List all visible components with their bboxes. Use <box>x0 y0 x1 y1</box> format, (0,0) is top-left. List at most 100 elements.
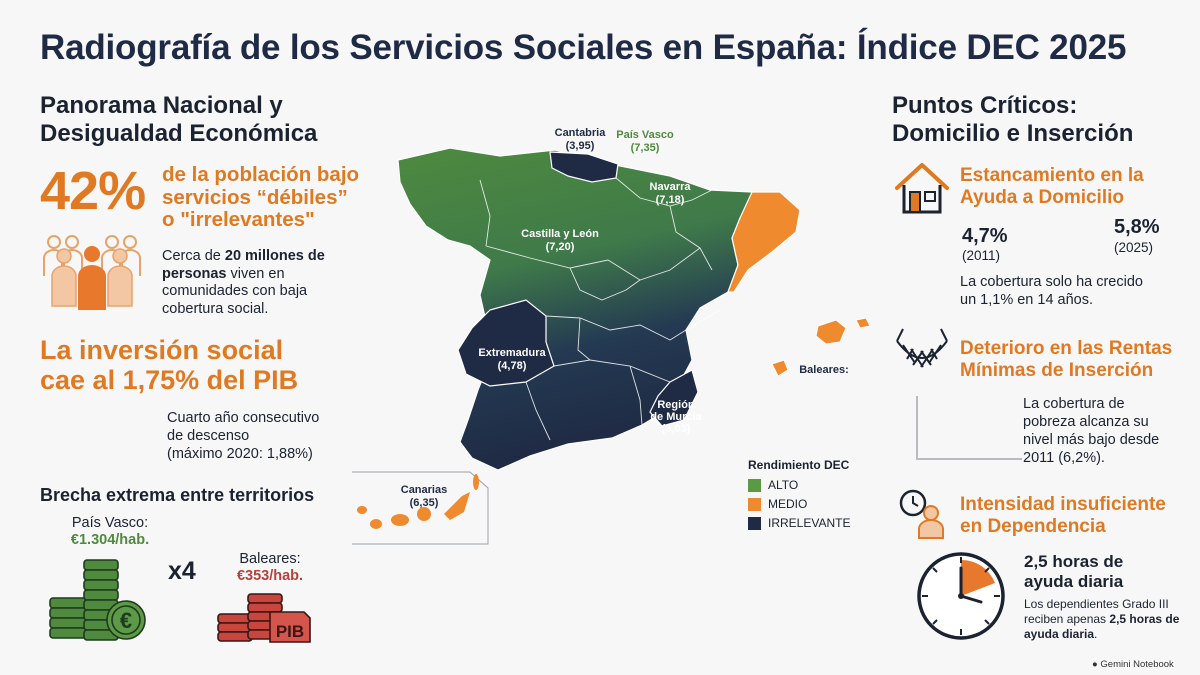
right-heading: Puntos Críticos: Domicilio e Inserción <box>892 92 1182 147</box>
legend-item-irrelevante: IRRELEVANTE <box>748 516 888 530</box>
legend-label-alto: ALTO <box>768 478 799 492</box>
hrs-line-1: 2,5 horas de <box>1024 552 1124 571</box>
bracket-decoration <box>916 396 1022 460</box>
map-legend: Rendimiento DEC ALTO MEDIO IRRELEVANTE <box>748 458 888 535</box>
dependientes-description: Los dependientes Grado III reciben apena… <box>1024 597 1199 642</box>
year-2025: (2025) <box>1114 240 1154 255</box>
label-cantabria-name: Cantabria <box>555 127 607 139</box>
people-text-post: viven en comunidades con baja cobertura … <box>162 265 308 318</box>
value-2025: 5,8% <box>1114 216 1160 238</box>
intensidad-heading: Intensidad insuficiente en Dependencia <box>960 494 1190 538</box>
red-coin-stack-icon: PIB <box>217 593 311 643</box>
inversion-line-1: La inversión social <box>40 335 284 365</box>
people-description: Cerca de 20 millones de personas viven e… <box>162 248 362 319</box>
left-heading: Panorama Nacional y Desigualdad Económic… <box>40 92 360 147</box>
label-canarias-name: Canarias <box>401 484 447 496</box>
stat-42-line-3: o "irrelevantes" <box>162 208 315 232</box>
pob-line-3: nivel más bajo desde <box>1023 432 1160 449</box>
det-line-1: Deterioro en las Rentas <box>960 338 1173 359</box>
det-line-2: Mínimas de Inserción <box>960 359 1154 381</box>
cob-line-2: un 1,1% en 14 años. <box>960 292 1094 309</box>
legend-title: Rendimiento DEC <box>748 458 850 472</box>
region-canarias <box>357 474 479 529</box>
legend-item-alto: ALTO <box>748 478 888 492</box>
deterioro-heading: Deterioro en las Rentas Mínimas de Inser… <box>960 338 1190 382</box>
label-castilla-leon-name: Castilla y León <box>521 228 599 240</box>
legend-swatch-irrelevante <box>748 516 761 530</box>
pobreza-description: La cobertura de pobreza alcanza su nivel… <box>1023 395 1193 468</box>
horas-headline: 2,5 horas de ayuda diaria <box>1024 552 1194 591</box>
label-murcia-value: (3,03) <box>662 423 691 435</box>
label-canarias-value: (6,35) <box>410 497 439 509</box>
inversion-line-2: cae al 1,75% del PIB <box>40 364 299 395</box>
baleares-value: €353/hab. <box>236 568 304 585</box>
left-heading-line-1: Panorama Nacional y <box>40 92 283 119</box>
spain-map: Cantabria (3,95) País Vasco (7,35) Navar… <box>352 127 871 545</box>
hrs-line-2: ayuda diaria <box>1024 571 1124 591</box>
legend-label-medio: MEDIO <box>768 497 808 511</box>
pob-line-4: 2011 (6,2%). <box>1023 450 1105 467</box>
label-baleares: Baleares: <box>799 364 849 376</box>
house-icon <box>895 163 949 214</box>
gap-multiplier: x4 <box>168 557 196 585</box>
region-cantabria <box>549 151 619 183</box>
year-2011: (2011) <box>962 248 1001 263</box>
green-coin-stack-icon: € <box>49 559 146 641</box>
label-cantabria-value: (3,95) <box>566 140 595 152</box>
stat-42-percent: 42% <box>40 161 146 221</box>
label-castilla-leon-value: (7,20) <box>546 241 575 253</box>
people-text-pre: Cerca de <box>162 248 225 264</box>
estancamiento-heading: Estancamiento en la Ayuda a Domicilio <box>960 165 1190 209</box>
label-murcia-name-2: de Murcia <box>650 411 702 423</box>
inversion-description: Cuarto año consecutivo de descenso (máxi… <box>167 409 367 463</box>
page-title: Radiografía de los Servicios Sociales en… <box>40 28 1127 67</box>
inversion-headline: La inversión social cae al 1,75% del PIB <box>40 335 360 395</box>
baleares-name: Baleares: <box>239 551 301 567</box>
legend-label-irrelevante: IRRELEVANTE <box>768 516 851 530</box>
euro-symbol: € <box>120 608 132 633</box>
clock-icon <box>917 552 1005 640</box>
pais-vasco-value: €1.304/hab. <box>70 532 150 549</box>
region-baleares <box>771 317 871 377</box>
cobertura-description: La cobertura solo ha crecido un 1,1% en … <box>960 273 1180 309</box>
right-heading-line-2: Domicilio e Inserción <box>892 119 1134 147</box>
cuarto-line-2: de descenso <box>167 428 250 445</box>
est-line-1: Estancamiento en la <box>960 165 1144 186</box>
pob-line-1: La cobertura de <box>1023 396 1125 412</box>
pob-line-2: pobreza alcanza su <box>1023 414 1149 431</box>
legend-item-medio: MEDIO <box>748 497 888 511</box>
brand-text: Gemini Notebook <box>1100 659 1174 670</box>
legend-swatch-medio <box>748 497 761 511</box>
dep-text-post: . <box>1094 627 1098 641</box>
label-extremadura-value: (4,78) <box>498 360 527 372</box>
dep-text-bold: 2,5 horas de ayuda diaria <box>1024 612 1180 641</box>
label-pais-vasco-name: País Vasco <box>616 129 674 141</box>
region-extremadura <box>457 299 555 387</box>
stat-42-text: de la población bajo servicios “débiles”… <box>162 163 382 232</box>
legend-swatch-alto <box>748 478 761 492</box>
pais-vasco-name: País Vasco: <box>71 515 149 531</box>
cob-line-1: La cobertura solo ha crecido <box>960 274 1143 290</box>
cuarto-line-3: (máximo 2020: 1,88%) <box>167 446 313 463</box>
region-murcia <box>649 369 699 427</box>
people-group-icon <box>43 235 141 310</box>
people-text-bold: 20 millones de personas <box>162 248 325 282</box>
region-cataluna <box>727 191 801 293</box>
label-murcia-name: Región <box>657 399 695 411</box>
dep-text-pre: Los dependientes Grado III reciben apena… <box>1024 597 1169 626</box>
safety-net-icon <box>896 328 948 368</box>
brand-label: ● Gemini Notebook <box>1092 659 1174 670</box>
pib-label: PIB <box>276 622 304 641</box>
left-heading-line-2: Desigualdad Económica <box>40 119 318 147</box>
stat-42-line-1: de la población bajo <box>162 163 360 186</box>
est-line-2: Ayuda a Domicilio <box>960 186 1124 208</box>
label-pais-vasco-value: (7,35) <box>631 142 660 154</box>
right-heading-line-1: Puntos Críticos: <box>892 92 1078 119</box>
int-line-2: en Dependencia <box>960 515 1106 537</box>
clock-person-icon <box>899 489 944 539</box>
baleares-spend: Baleares: €353/hab. <box>220 551 320 586</box>
int-line-1: Intensidad insuficiente <box>960 494 1166 515</box>
label-navarra-name: Navarra <box>650 181 692 193</box>
label-navarra-value: (7,18) <box>656 194 685 206</box>
label-extremadura-name: Extremadura <box>478 347 546 359</box>
